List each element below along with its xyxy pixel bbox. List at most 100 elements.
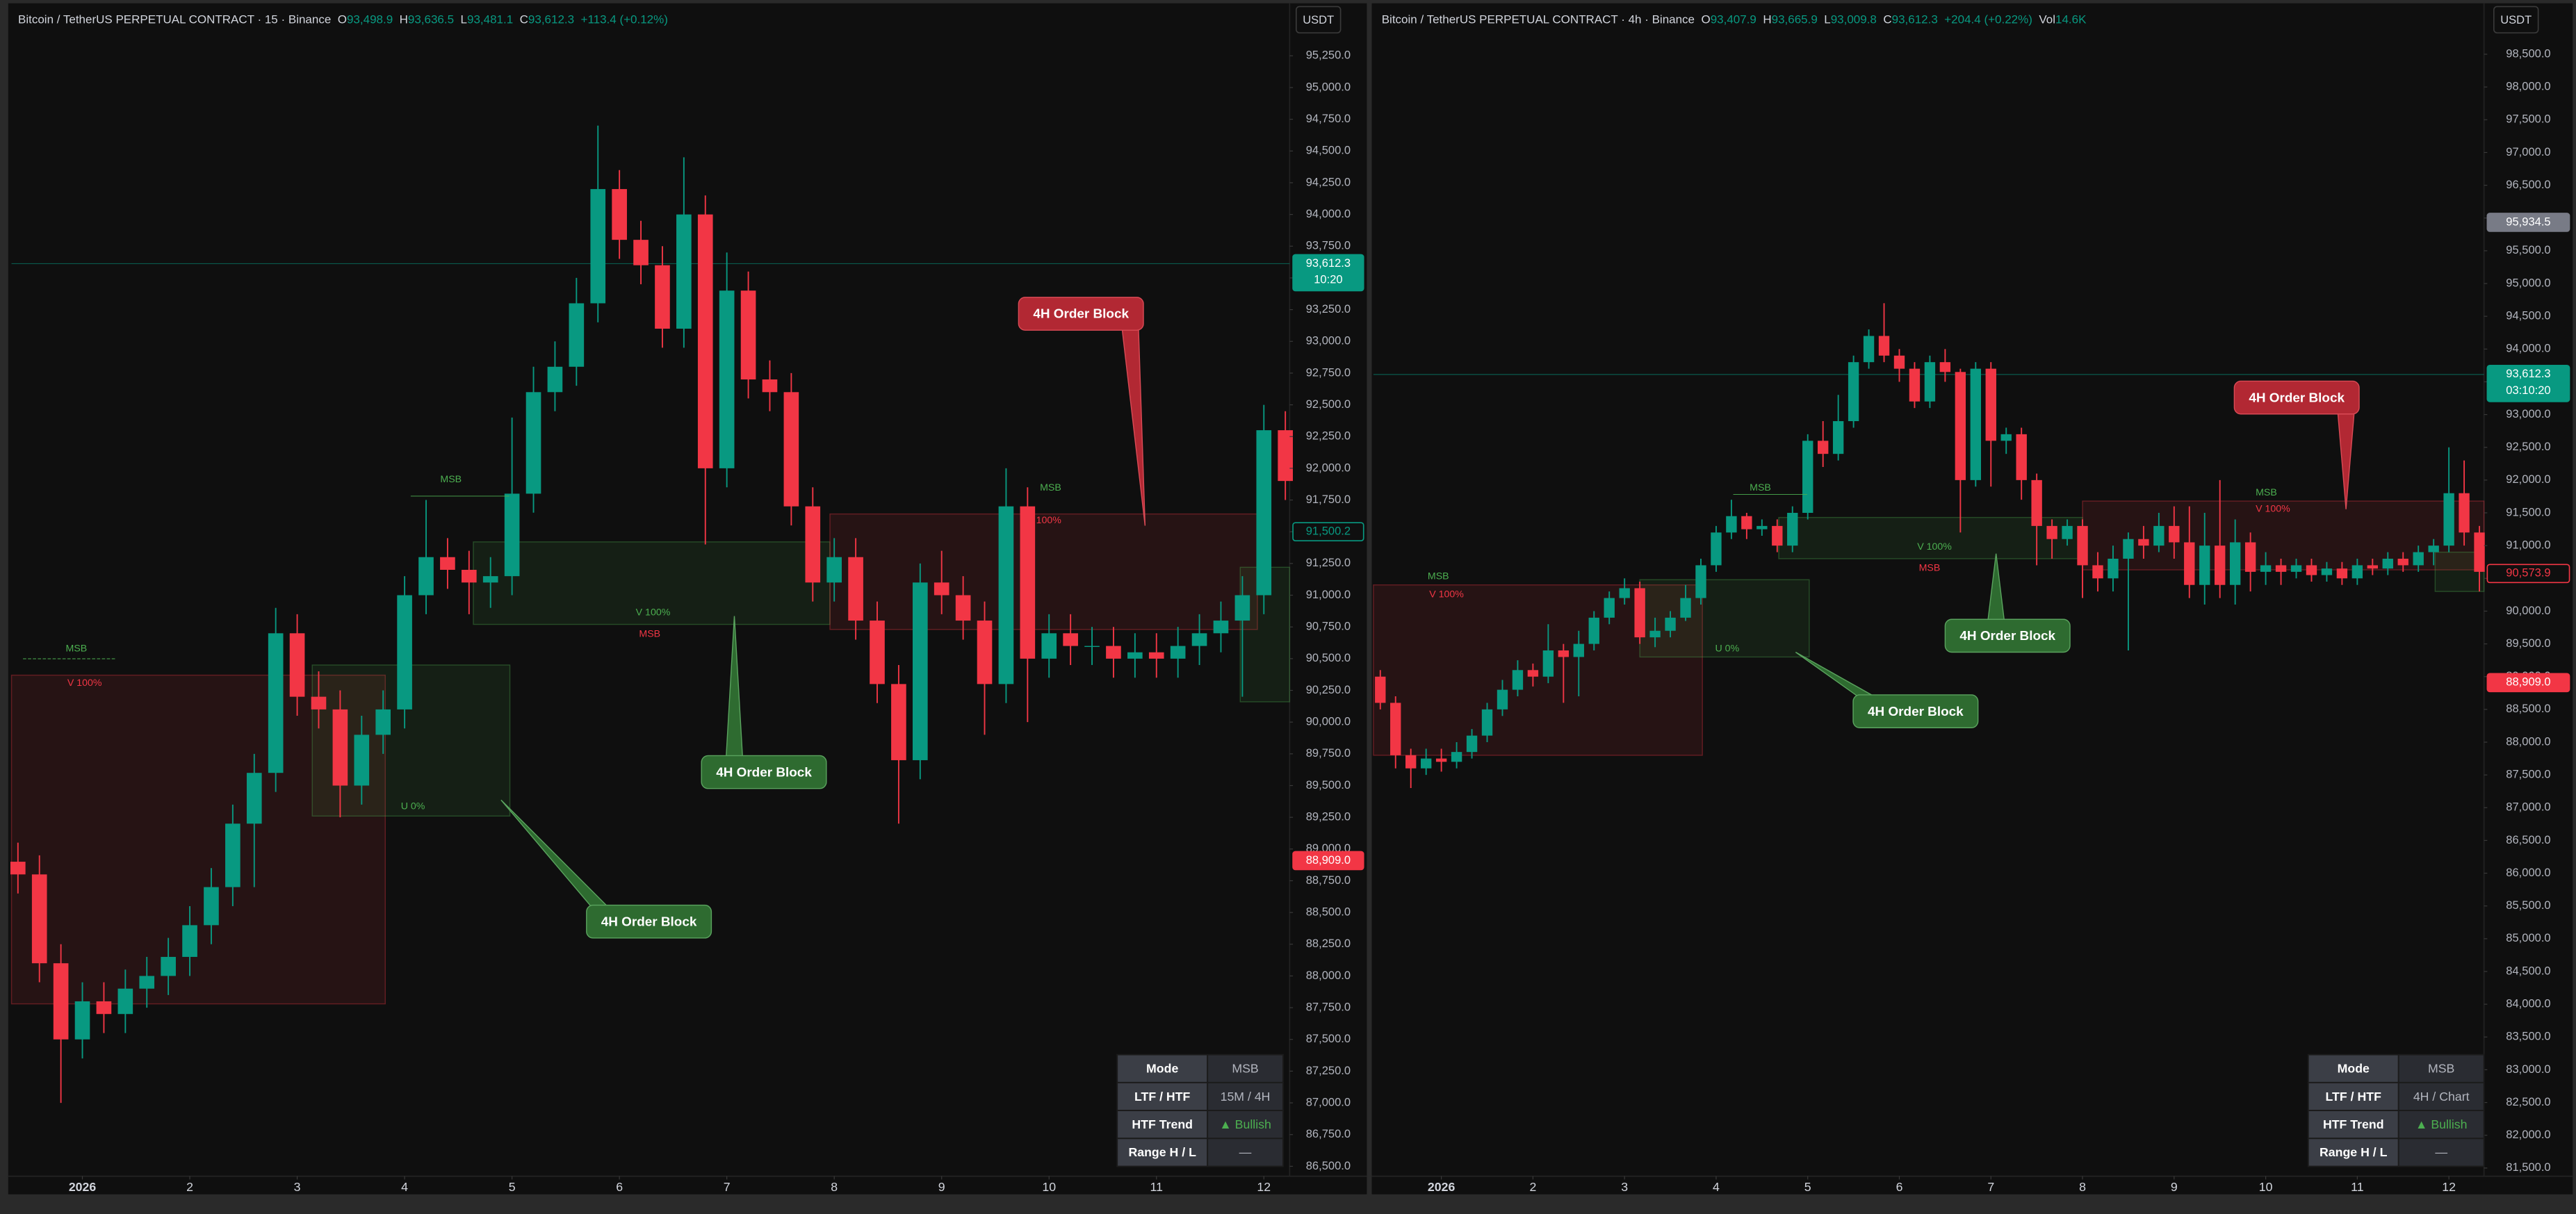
candle-body bbox=[139, 976, 155, 989]
zone-label: MSB bbox=[639, 628, 660, 639]
zone-label: MSB bbox=[66, 643, 88, 655]
candle-body bbox=[1634, 588, 1645, 638]
candle-body bbox=[1278, 430, 1293, 482]
candle-body bbox=[2229, 542, 2241, 585]
candle-body bbox=[1649, 630, 1661, 638]
candle-body bbox=[547, 366, 563, 393]
candle-body bbox=[783, 392, 799, 507]
candle-body bbox=[2336, 568, 2348, 579]
header-text: H bbox=[400, 13, 408, 26]
table-key: Range H / L bbox=[2320, 1145, 2388, 1159]
price-tag-label: 90,573.9 bbox=[2506, 566, 2550, 580]
y-tick-label: 93,000.0 bbox=[1306, 334, 1351, 347]
candle-body bbox=[1435, 758, 1447, 762]
candle-body bbox=[2092, 565, 2103, 579]
candle-body bbox=[482, 576, 498, 583]
price-tag-label: 93,612.3 bbox=[1306, 256, 1351, 270]
candle-body bbox=[1573, 643, 1584, 657]
callout-label: 4H Order Block bbox=[1959, 629, 2055, 643]
candle-body bbox=[1256, 430, 1272, 596]
x-tick-label: 6 bbox=[616, 1180, 623, 1194]
table-value-cell bbox=[2397, 1053, 2485, 1083]
y-tick-label: 86,000.0 bbox=[2506, 866, 2550, 879]
table-key-cell bbox=[1116, 1081, 1209, 1112]
header-text: C bbox=[1883, 13, 1891, 26]
header-text: 93,498.9 bbox=[347, 13, 393, 26]
candle-body bbox=[1787, 513, 1798, 546]
candle-body bbox=[2000, 434, 2012, 441]
candle-body bbox=[1420, 758, 1432, 769]
price-tag bbox=[1292, 522, 1364, 541]
y-tick-label: 94,000.0 bbox=[1306, 207, 1351, 220]
header-text: +204.4 (+0.22%) bbox=[1944, 13, 2032, 26]
candle-body bbox=[1405, 755, 1417, 769]
table-value: MSB bbox=[1232, 1062, 1258, 1076]
callout-label: 4H Order Block bbox=[716, 765, 812, 780]
order-block-zone bbox=[473, 541, 831, 625]
y-tick-label: 87,250.0 bbox=[1306, 1064, 1351, 1077]
currency-button[interactable] bbox=[2493, 6, 2539, 34]
axes: 86,500.0 86,750.0 87,000.0 87,250.0 87,500.0… bbox=[69, 47, 2570, 1194]
candle-body bbox=[1588, 617, 1599, 644]
candle-body bbox=[440, 557, 455, 570]
y-tick-label: 84,000.0 bbox=[2506, 997, 2550, 1010]
candle-body bbox=[1213, 621, 1229, 634]
y-tick-label: 86,500.0 bbox=[1306, 1159, 1351, 1172]
candle-body bbox=[912, 582, 928, 760]
price-tag-label: 88,909.0 bbox=[2506, 675, 2550, 689]
y-tick-label: 89,250.0 bbox=[1306, 810, 1351, 823]
candle-body bbox=[1106, 646, 1121, 659]
candle-body bbox=[2016, 434, 2027, 480]
y-tick-label: 93,000.0 bbox=[2506, 407, 2550, 420]
table-value-cell bbox=[1207, 1081, 1284, 1112]
currency-button[interactable] bbox=[1295, 6, 1342, 34]
right-pane bbox=[1371, 3, 2573, 1195]
candle-body bbox=[1832, 421, 1844, 454]
candle-body bbox=[891, 684, 906, 760]
zone-label: MSB bbox=[2256, 487, 2277, 498]
x-tick-label: 2 bbox=[186, 1180, 193, 1194]
candle-body bbox=[955, 595, 971, 621]
price-tag bbox=[1292, 254, 1364, 292]
candle-body bbox=[53, 963, 69, 1040]
table-value-cell bbox=[2397, 1138, 2485, 1167]
candle-body bbox=[2260, 565, 2272, 572]
x-tick-label: 12 bbox=[1257, 1180, 1271, 1194]
y-tick-label: 95,000.0 bbox=[1306, 80, 1351, 93]
candle-body bbox=[1084, 646, 1100, 647]
x-tick-label: 2026 bbox=[1428, 1180, 1456, 1194]
y-tick-label: 94,500.0 bbox=[1306, 144, 1351, 157]
zone-label: V 100% bbox=[67, 678, 102, 689]
table-key: HTF Trend bbox=[2323, 1117, 2384, 1131]
candle-body bbox=[1451, 752, 1462, 762]
candle-body bbox=[504, 493, 520, 577]
table-key: LTF / HTF bbox=[2326, 1090, 2382, 1104]
callout-box bbox=[1018, 297, 1144, 331]
y-tick-label: 86,750.0 bbox=[1306, 1127, 1351, 1140]
price-tag-label: 91,500.2 bbox=[1306, 525, 1351, 538]
candle-body bbox=[1063, 633, 1078, 646]
candle-body bbox=[1604, 598, 1615, 618]
header-text: 14.6K bbox=[2055, 13, 2087, 26]
x-tick-label: 4 bbox=[1713, 1180, 1720, 1194]
order-block-zone bbox=[10, 674, 386, 1005]
candle-body bbox=[268, 633, 284, 773]
candle-body bbox=[1512, 670, 1524, 690]
candle-body bbox=[354, 735, 370, 786]
candle-body bbox=[1527, 670, 1539, 677]
header-text: 93,612.3 bbox=[1892, 13, 1938, 26]
candle-body bbox=[2169, 525, 2180, 543]
x-tick-label: 8 bbox=[831, 1180, 838, 1194]
table-key: Mode bbox=[2338, 1062, 2370, 1076]
zone-labels: MSB V 100% U 0% MSB V 100% MSB MSB V 100… bbox=[23, 474, 2290, 812]
y-tick-label: 97,000.0 bbox=[2506, 145, 2550, 158]
currency-label: USDT bbox=[1303, 13, 1334, 26]
y-tick-label: 91,000.0 bbox=[1306, 588, 1351, 601]
y-tick-label: 87,500.0 bbox=[2506, 768, 2550, 781]
candle-body bbox=[161, 957, 176, 976]
candle-body bbox=[1390, 703, 1401, 755]
header-text: 93,481.1 bbox=[467, 13, 513, 26]
candle-body bbox=[246, 773, 262, 824]
candle-body bbox=[1878, 336, 1890, 356]
y-tick-label: 90,500.0 bbox=[1306, 651, 1351, 664]
